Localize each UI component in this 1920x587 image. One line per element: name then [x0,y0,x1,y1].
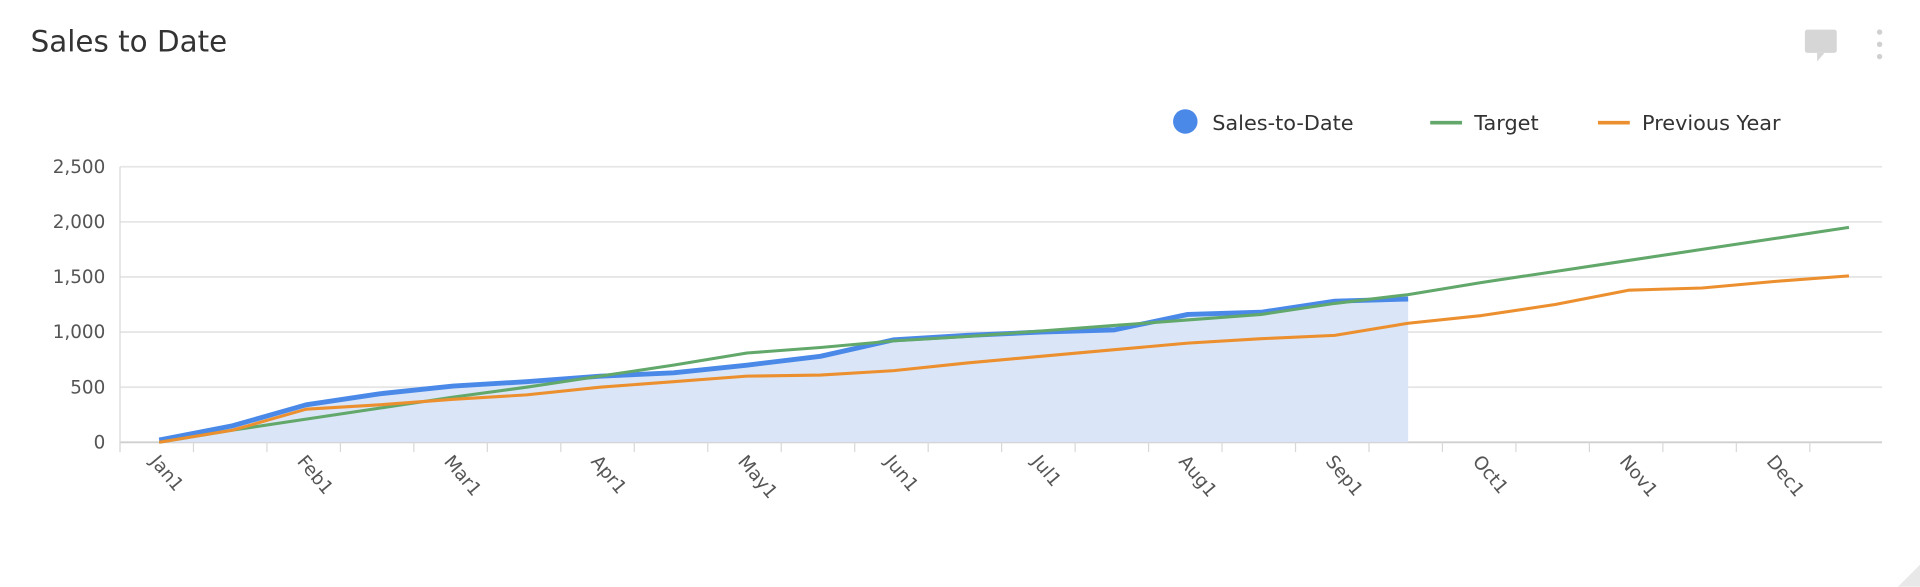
x-tick-label: Apr1 [586,452,630,499]
y-tick-label: 2,500 [53,157,106,178]
x-tick-label: Jan1 [145,451,187,496]
comment-icon[interactable] [1804,29,1837,62]
series-lines [158,225,1850,444]
x-tick-label: Jun1 [880,451,923,496]
axes: 0 500 1,000 1,500 2,000 2,500 Jan1 Feb1 Mar1 Apr1… [53,157,1811,504]
legend: Sales-to-Date Target Previous Year [1173,109,1781,135]
resize-handle[interactable] [1897,564,1920,587]
y-tick-label: 0 [94,432,106,453]
sales-area-fill [159,299,1409,443]
legend-label: Sales-to-Date [1212,111,1353,135]
series-line-sales-to-date [158,296,1409,443]
sales-area [159,299,1409,443]
x-tick-label: Oct1 [1468,452,1512,499]
series-line-previous-year [158,274,1850,444]
x-tick-label: Aug1 [1174,452,1221,502]
x-tick-label: Jul1 [1027,451,1065,491]
y-tick-label: 500 [70,377,105,398]
x-tick-label: Mar1 [439,452,485,501]
x-tick-label: Sep1 [1321,452,1367,501]
legend-label: Previous Year [1642,111,1781,135]
x-tick-label: Nov1 [1615,452,1662,502]
widget-title: Sales to Date [31,25,228,59]
x-tick-label: Dec1 [1762,452,1808,502]
y-tick-label: 1,500 [53,267,106,288]
y-tick-label: 2,000 [53,212,106,233]
x-tick-label: May1 [733,452,781,504]
legend-label: Target [1473,111,1538,135]
x-tick-label: Feb1 [292,452,336,499]
kebab-menu-icon[interactable] [1876,29,1883,60]
legend-marker [1173,109,1198,134]
y-tick-label: 1,000 [53,322,106,343]
